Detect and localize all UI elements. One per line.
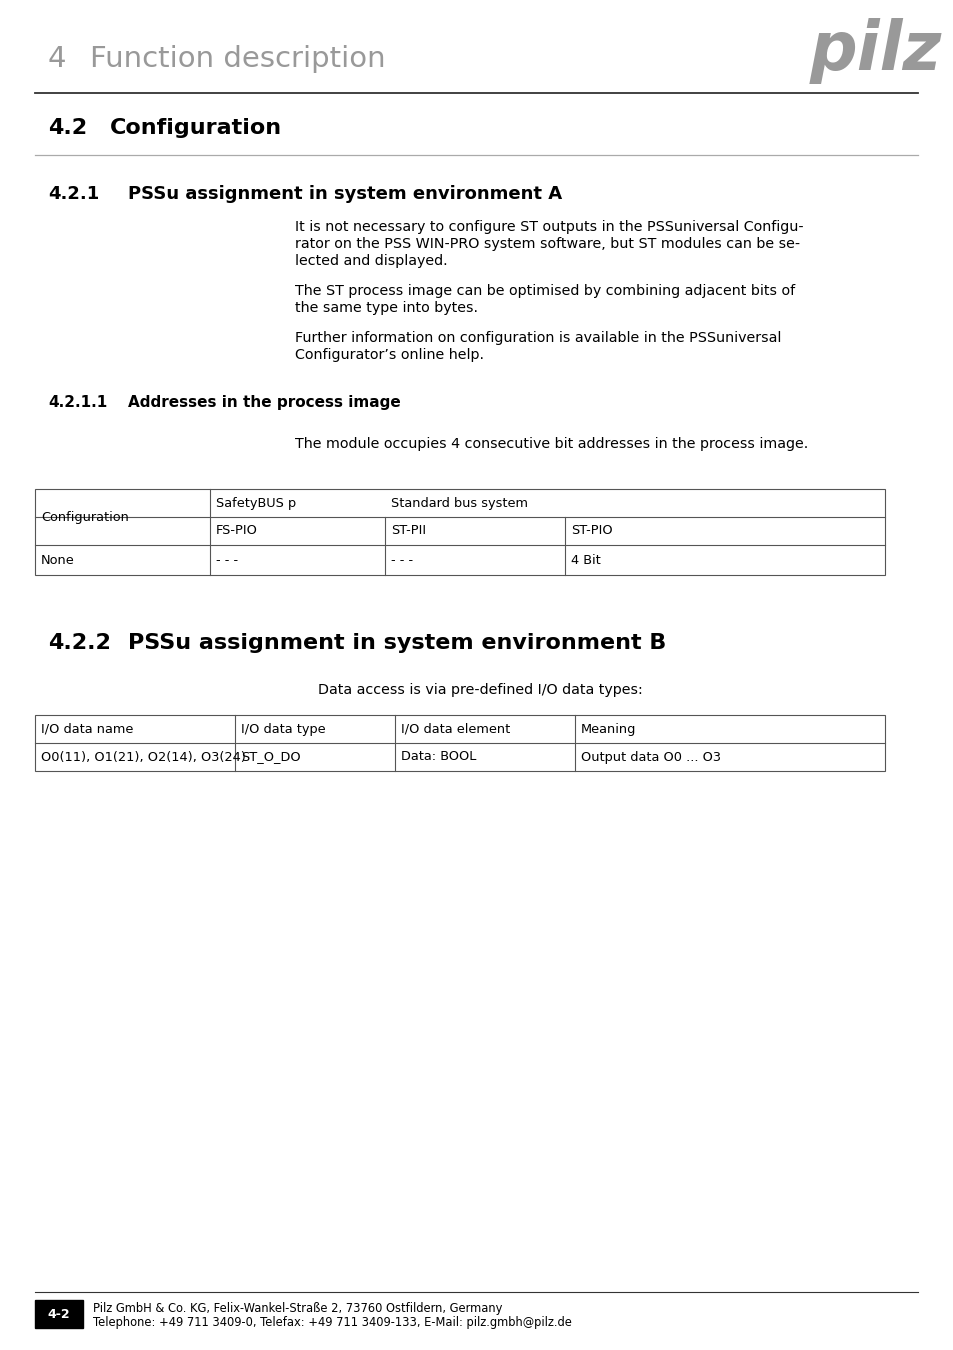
Text: The module occupies 4 consecutive bit addresses in the process image.: The module occupies 4 consecutive bit ad… xyxy=(294,437,807,451)
Text: ST-PIO: ST-PIO xyxy=(571,525,612,537)
Text: I/O data element: I/O data element xyxy=(400,722,510,736)
Text: - - -: - - - xyxy=(391,554,413,567)
Text: Pilz GmbH & Co. KG, Felix-Wankel-Straße 2, 73760 Ostfildern, Germany: Pilz GmbH & Co. KG, Felix-Wankel-Straße … xyxy=(92,1301,502,1315)
Text: I/O data type: I/O data type xyxy=(241,722,325,736)
Text: Configuration: Configuration xyxy=(110,117,282,138)
Text: ST-PII: ST-PII xyxy=(391,525,426,537)
Bar xyxy=(35,1300,83,1328)
Text: Telephone: +49 711 3409-0, Telefax: +49 711 3409-133, E-Mail: pilz.gmbh@pilz.de: Telephone: +49 711 3409-0, Telefax: +49 … xyxy=(92,1316,571,1328)
Text: 4: 4 xyxy=(48,45,67,73)
Text: It is not necessary to configure ST outputs in the PSSuniversal Configu-: It is not necessary to configure ST outp… xyxy=(294,220,802,234)
Text: Meaning: Meaning xyxy=(580,722,636,736)
Text: Data: BOOL: Data: BOOL xyxy=(400,751,476,764)
Text: Standard bus system: Standard bus system xyxy=(391,497,527,509)
Text: PSSu assignment in system environment A: PSSu assignment in system environment A xyxy=(128,185,561,202)
Text: Addresses in the process image: Addresses in the process image xyxy=(128,396,400,410)
Text: 4.2.1: 4.2.1 xyxy=(48,185,99,202)
Text: Further information on configuration is available in the PSSuniversal: Further information on configuration is … xyxy=(294,331,781,346)
Text: PSSu assignment in system environment B: PSSu assignment in system environment B xyxy=(128,633,666,653)
Text: I/O data name: I/O data name xyxy=(41,722,133,736)
Text: The ST process image can be optimised by combining adjacent bits of: The ST process image can be optimised by… xyxy=(294,284,794,298)
Text: FS-PIO: FS-PIO xyxy=(215,525,257,537)
Text: 4-2: 4-2 xyxy=(48,1308,71,1320)
Text: the same type into bytes.: the same type into bytes. xyxy=(294,301,477,315)
Text: O0(11), O1(21), O2(14), O3(24): O0(11), O1(21), O2(14), O3(24) xyxy=(41,751,246,764)
Text: SafetyBUS p: SafetyBUS p xyxy=(215,497,295,509)
Text: Configurator’s online help.: Configurator’s online help. xyxy=(294,348,483,362)
Text: None: None xyxy=(41,554,74,567)
Text: Data access is via pre-defined I/O data types:: Data access is via pre-defined I/O data … xyxy=(317,683,641,697)
Text: rator on the PSS WIN-PRO system software, but ST modules can be se-: rator on the PSS WIN-PRO system software… xyxy=(294,238,800,251)
Bar xyxy=(35,489,884,575)
Bar xyxy=(35,716,884,771)
Text: Function description: Function description xyxy=(90,45,385,73)
Text: 4 Bit: 4 Bit xyxy=(571,554,600,567)
Text: lected and displayed.: lected and displayed. xyxy=(294,254,447,269)
Text: Configuration: Configuration xyxy=(41,510,129,524)
Text: - - -: - - - xyxy=(215,554,238,567)
Text: 4.2.2: 4.2.2 xyxy=(48,633,111,653)
Text: 4.2.1.1: 4.2.1.1 xyxy=(48,396,107,410)
Text: Output data O0 ... O3: Output data O0 ... O3 xyxy=(580,751,720,764)
Text: ST_O_DO: ST_O_DO xyxy=(241,751,300,764)
Text: 4.2: 4.2 xyxy=(48,117,87,138)
Text: pilz: pilz xyxy=(809,18,942,84)
